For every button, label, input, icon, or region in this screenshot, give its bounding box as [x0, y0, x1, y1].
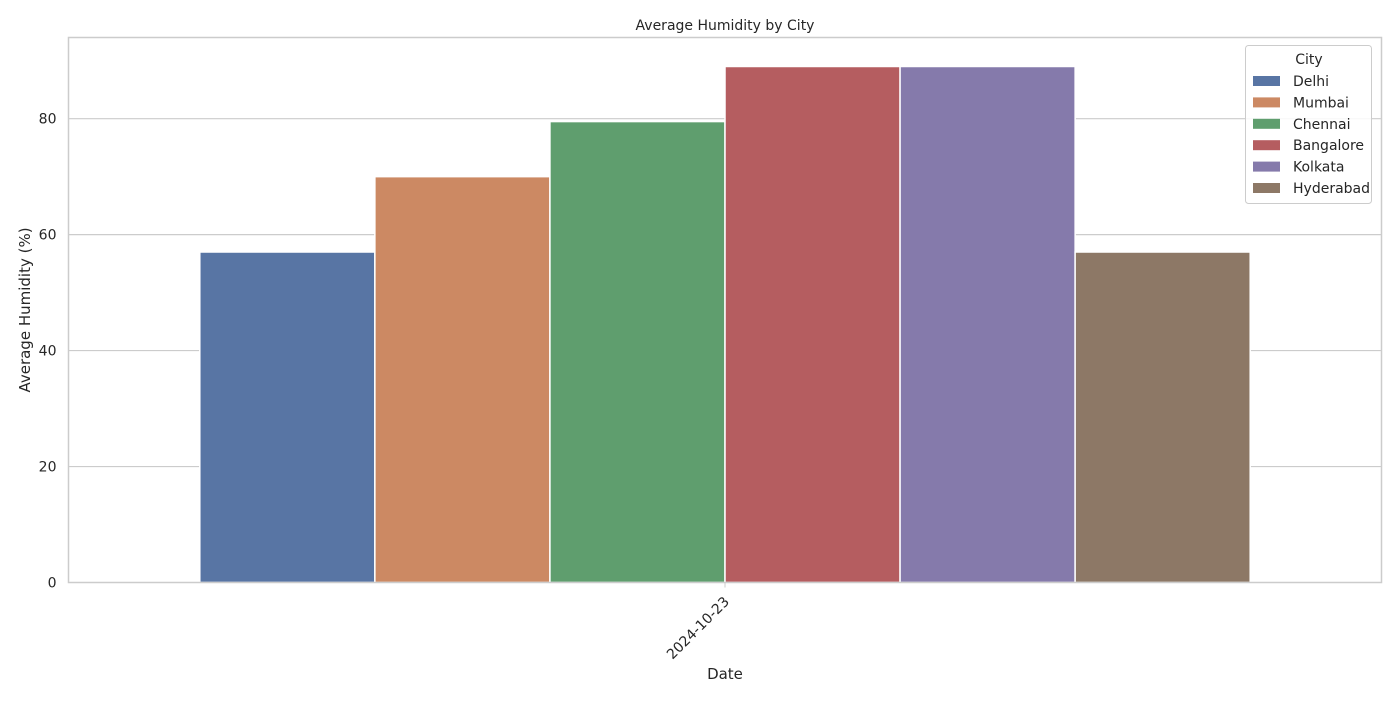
bar-mumbai [374, 175, 551, 584]
legend-swatch-kolkata [1253, 161, 1280, 172]
y-tick-label: 60 [39, 228, 57, 244]
legend-swatch-delhi [1253, 76, 1280, 86]
y-tick-label: 80 [39, 112, 57, 128]
bar-chennai [549, 120, 726, 584]
y-axis-label: Average Humidity (%) [16, 227, 34, 392]
y-tick-label: 20 [39, 460, 57, 476]
legend-swatch-chennai [1253, 118, 1280, 129]
legend-items: Delhi Mumbai Chennai Bangalore Kolkata Hydera… [1253, 74, 1370, 197]
legend: City Delhi Mumbai Chennai Bangalore Kolkata H… [1245, 45, 1372, 204]
y-tick-label: 0 [48, 576, 57, 592]
bar-bangalore [724, 65, 901, 584]
bar-delhi [199, 251, 376, 584]
bar-kolkata [899, 65, 1076, 584]
legend-swatch-hyderabad [1253, 183, 1280, 193]
bar-hyderabad [1074, 251, 1251, 584]
y-tick-labels: 0 20 40 60 80 [39, 112, 57, 592]
x-tick-labels: 2024-10-23 [664, 582, 733, 663]
bars-layer [199, 65, 1251, 584]
legend-title: City [1295, 52, 1322, 68]
legend-label-mumbai: Mumbai [1293, 95, 1349, 111]
x-tick-label: 2024-10-23 [664, 594, 733, 663]
legend-label-hyderabad: Hyderabad [1293, 181, 1370, 197]
x-axis-label: Date [707, 665, 743, 683]
legend-swatch-bangalore [1253, 140, 1280, 151]
legend-label-chennai: Chennai [1293, 117, 1350, 133]
y-tick-label: 40 [39, 344, 57, 360]
chart-title: Average Humidity by City [636, 18, 815, 34]
legend-label-kolkata: Kolkata [1293, 160, 1344, 176]
legend-label-delhi: Delhi [1293, 74, 1329, 90]
legend-label-bangalore: Bangalore [1293, 138, 1364, 154]
legend-swatch-mumbai [1253, 97, 1280, 108]
